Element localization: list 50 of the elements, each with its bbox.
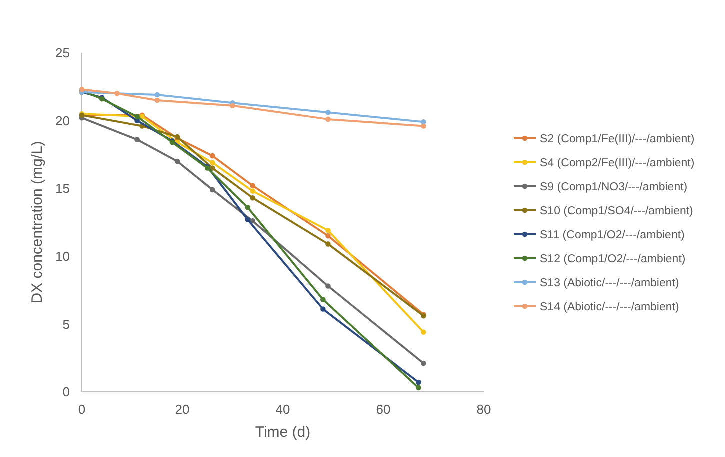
y-tick-label: 5 [62, 316, 70, 332]
point [245, 204, 250, 210]
y-tick-label: 25 [56, 46, 70, 61]
point [250, 188, 256, 194]
point [416, 380, 422, 386]
x-tick-label: 80 [476, 402, 492, 417]
y-tick-label: 20 [56, 113, 70, 128]
legend-label: S9 (Comp1/NO3/---/ambient) [540, 182, 688, 194]
point [326, 110, 331, 116]
point [320, 297, 326, 302]
point [154, 98, 160, 104]
x-tick-label: 20 [175, 402, 190, 417]
legend-label: S2 (Comp1/Fe(III)/---/ambient) [540, 134, 695, 146]
point [416, 385, 422, 391]
legend-label: S4 (Comp2/Fe(III)/---/ambient) [540, 158, 695, 170]
y-axis-title: DX concentration (mg/L) [29, 141, 46, 304]
x-tick-label: 0 [78, 402, 86, 417]
point [210, 166, 216, 171]
y-tick-label: 0 [62, 384, 70, 400]
x-tick-label: 40 [276, 402, 290, 417]
point [326, 116, 331, 122]
point [421, 124, 426, 129]
point [210, 153, 216, 159]
x-axis-title: Time (d) [255, 424, 311, 441]
point [114, 91, 120, 96]
point [320, 306, 326, 312]
legend-label: S11 (Comp1/O2/---/ambient) [540, 230, 686, 242]
point [250, 183, 256, 189]
legend-label: S13 (Abiotic/---/---/ambient) [540, 278, 680, 290]
y-tick-label: 15 [56, 181, 70, 196]
point [154, 92, 160, 98]
point [326, 242, 331, 247]
point [421, 330, 426, 335]
x-tick-label: 60 [376, 402, 391, 417]
point [210, 160, 216, 166]
point [134, 137, 140, 142]
point [326, 284, 331, 289]
point [174, 158, 180, 164]
point [326, 233, 331, 239]
point [421, 360, 426, 366]
legend-label: S12 (Comp1/O2/---/ambient) [540, 254, 686, 266]
point [326, 228, 331, 234]
legend-label: S10 (Comp1/SO4/---/ambient) [540, 206, 694, 218]
y-tick-label: 10 [56, 248, 70, 264]
point [134, 114, 140, 120]
point [230, 103, 236, 109]
legend-label: S14 (Abiotic/---/---/ambient) [540, 302, 680, 314]
point [245, 217, 250, 222]
point [210, 187, 216, 193]
point [250, 195, 256, 201]
